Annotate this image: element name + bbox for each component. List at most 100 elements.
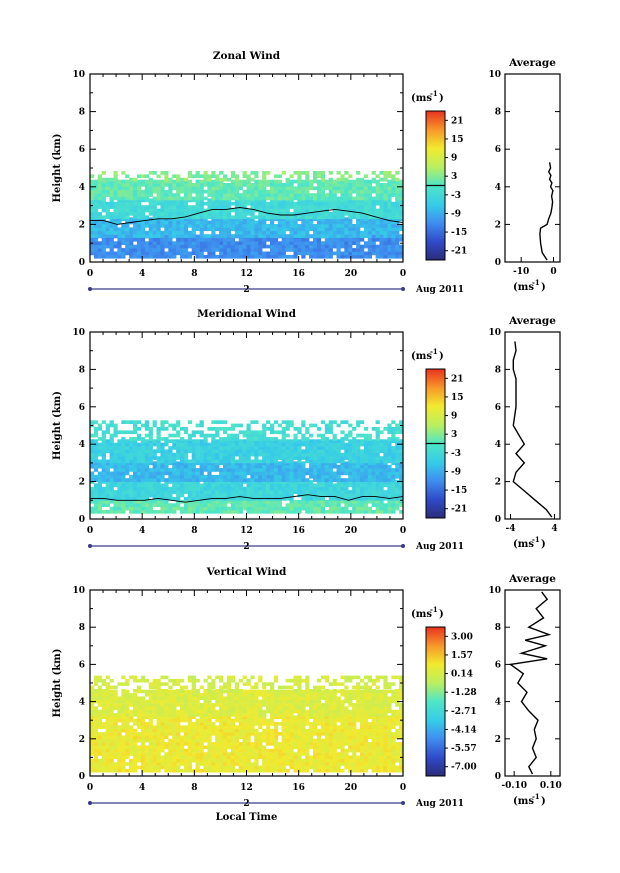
heatmap-cell [136, 738, 142, 743]
heatmap-cell [273, 474, 279, 479]
heatmap-cell [293, 503, 298, 507]
heatmap-cell [309, 183, 314, 187]
heatmap-cell [344, 510, 349, 514]
heatmap-cell [156, 480, 161, 484]
heatmap-cell [391, 205, 396, 209]
heatmap-cell [313, 452, 318, 457]
heatmap-cell [129, 201, 134, 206]
heatmap-cell [367, 486, 372, 491]
heatmap-cell [187, 220, 192, 225]
heatmap-cell [316, 506, 322, 511]
heatmap-cell [281, 205, 286, 209]
heatmap-cell [324, 230, 329, 235]
heatmap-cell [356, 480, 361, 484]
heatmap-cell [285, 244, 290, 249]
heatmap-cell [101, 205, 106, 209]
heatmap-cell [242, 496, 247, 501]
heatmap-cell [230, 189, 235, 194]
heatmap-cell [371, 439, 376, 443]
heatmap-cell [105, 768, 110, 773]
heatmap-cell [336, 452, 341, 457]
heatmap-cell [117, 230, 122, 235]
heatmap-cell [320, 224, 325, 228]
heatmap-cell [156, 433, 161, 438]
heatmap-cell [356, 459, 361, 464]
heatmap-cell [340, 215, 345, 220]
heatmap-cell [340, 499, 345, 504]
heatmap-cell [172, 762, 177, 766]
heatmap-cell [152, 423, 157, 428]
heatmap-cell [125, 430, 130, 435]
heatmap-cell [250, 461, 255, 466]
heatmap-cell [152, 248, 157, 252]
heatmap-cell [277, 468, 282, 472]
heatmap-cell [328, 193, 333, 197]
heatmap-cell [262, 738, 267, 743]
heatmap-cell [344, 251, 349, 256]
heatmap-cell [238, 452, 243, 457]
heatmap-cell [297, 227, 302, 232]
heatmap-cell [113, 446, 118, 450]
heatmap-cell [348, 464, 353, 469]
heatmap-cell [254, 480, 259, 484]
heatmap-cell [297, 427, 302, 431]
heatmap-cell [344, 212, 349, 216]
heatmap-cell [172, 765, 177, 770]
heatmap-cell [262, 483, 267, 488]
heatmap-cell [117, 248, 122, 252]
heatmap-cell [215, 506, 220, 511]
heatmap-cell [183, 251, 189, 256]
heatmap-cell [395, 471, 400, 476]
heatmap-cell [113, 738, 118, 743]
heatmap-cell [246, 244, 251, 249]
heatmap-cell [152, 241, 157, 245]
heatmap-cell [356, 193, 361, 197]
heatmap-cell [230, 468, 235, 472]
heatmap-cell [242, 174, 247, 179]
heatmap-cell [140, 227, 146, 232]
colorbar-tick-label: 9 [451, 412, 457, 422]
heatmap-cell [297, 439, 302, 443]
heatmap-cell [234, 183, 239, 187]
heatmap-cell [336, 186, 341, 191]
heatmap-cell [152, 186, 157, 191]
heatmap-cell [363, 490, 369, 494]
heatmap-cell [324, 758, 329, 763]
heatmap-cell [395, 486, 400, 491]
heatmap-cell [363, 768, 369, 773]
heatmap-cell [340, 430, 345, 435]
heatmap-cell [313, 765, 318, 770]
heatmap-cell [289, 490, 294, 494]
heatmap-cell [176, 212, 181, 216]
heatmap-cell [387, 486, 392, 491]
heatmap-cell [90, 493, 95, 498]
heatmap-cell [328, 430, 333, 435]
heatmap-cell [164, 198, 169, 203]
heatmap-cell [176, 499, 181, 504]
heatmap-cell [223, 193, 228, 197]
date-day-label: 2 [243, 542, 249, 552]
heatmap-cell [328, 510, 333, 514]
heatmap-cell [285, 496, 290, 501]
heatmap-cell [289, 174, 294, 179]
heatmap-cell [219, 212, 224, 216]
heatmap-cell [105, 234, 110, 238]
heatmap-cell [183, 177, 189, 182]
heatmap-cell [223, 471, 228, 476]
heatmap-cell [336, 490, 341, 494]
heatmap-cell [160, 244, 165, 249]
heatmap-cell [305, 446, 310, 450]
heatmap-cell [266, 234, 271, 238]
heatmap-cell [344, 189, 349, 194]
heatmap-cell [367, 452, 372, 457]
heatmap-cell [281, 220, 286, 225]
heatmap-cell [215, 490, 220, 494]
heatmap-cell [223, 186, 228, 191]
heatmap-cell [160, 742, 165, 746]
heatmap-cell [262, 506, 267, 511]
heatmap-cell [367, 234, 372, 238]
heatmap-cell [238, 464, 243, 469]
heatmap-cell [152, 464, 157, 469]
heatmap-cell [246, 186, 251, 191]
heatmap-cell [168, 478, 173, 482]
